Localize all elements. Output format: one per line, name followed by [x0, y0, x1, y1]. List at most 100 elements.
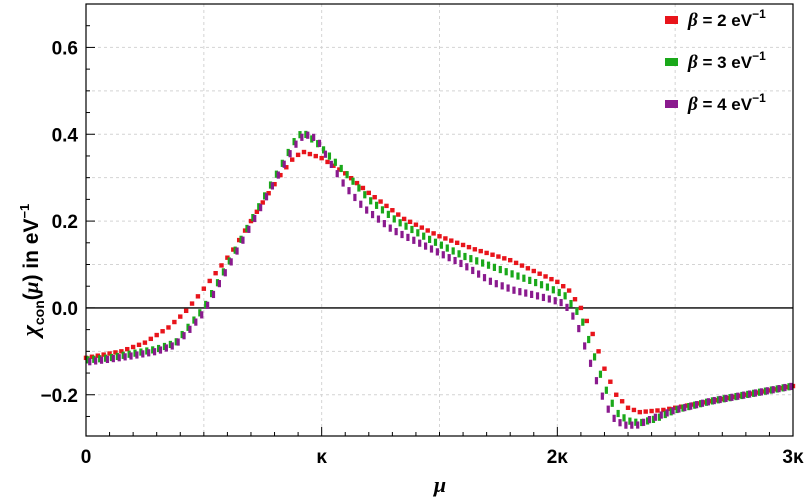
- data-point: [357, 184, 361, 192]
- data-point: [105, 355, 110, 364]
- data-point: [708, 399, 713, 404]
- data-point: [494, 280, 498, 288]
- data-point: [469, 255, 473, 263]
- data-point: [394, 228, 398, 236]
- data-point: [619, 399, 625, 404]
- data-point: [198, 309, 202, 317]
- data-point: [365, 206, 369, 214]
- data-point: [158, 346, 163, 354]
- data-point: [720, 396, 725, 402]
- data-point: [466, 244, 472, 250]
- data-point: [678, 404, 684, 409]
- data-point: [746, 390, 750, 399]
- data-point: [602, 366, 607, 371]
- data-point: [306, 131, 310, 139]
- data-point: [343, 171, 348, 176]
- data-point: [645, 417, 650, 425]
- data-point: [327, 152, 332, 160]
- data-point: [353, 193, 357, 202]
- data-point: [284, 165, 289, 170]
- data-point: [380, 206, 385, 214]
- data-point: [206, 301, 210, 309]
- data-point: [329, 160, 333, 168]
- data-point: [429, 245, 434, 253]
- data-point: [433, 238, 438, 246]
- data-point: [784, 384, 790, 390]
- data-point: [418, 239, 422, 247]
- data-point: [789, 382, 793, 391]
- series-layer: [83, 130, 796, 429]
- data-point: [590, 331, 595, 337]
- data-point: [522, 274, 526, 282]
- data-point: [543, 274, 548, 279]
- data-point: [210, 289, 214, 298]
- data-point: [606, 405, 610, 413]
- data-point: [465, 263, 469, 271]
- data-point: [347, 187, 351, 195]
- y-axis-subscript: con: [31, 300, 47, 325]
- data-point: [451, 247, 455, 255]
- data-point: [154, 332, 159, 338]
- data-point: [722, 395, 726, 403]
- data-point: [270, 182, 275, 190]
- data-point: [565, 303, 569, 311]
- data-point: [341, 179, 345, 187]
- data-point: [508, 257, 513, 263]
- data-point: [534, 278, 538, 287]
- x-tick-label: 0: [81, 447, 92, 468]
- data-point: [425, 228, 430, 233]
- data-point: [779, 386, 784, 391]
- data-point: [671, 407, 675, 415]
- data-point: [783, 383, 787, 392]
- data-point: [370, 210, 375, 219]
- data-point: [310, 135, 314, 143]
- data-point: [557, 288, 561, 297]
- data-point: [512, 286, 516, 294]
- data-point: [325, 159, 330, 165]
- data-point: [142, 340, 148, 345]
- data-point: [478, 248, 483, 254]
- data-point: [545, 283, 550, 291]
- data-point: [229, 258, 233, 266]
- data-point: [183, 308, 189, 314]
- data-point: [724, 394, 728, 403]
- data-point: [268, 181, 273, 189]
- data-point: [307, 151, 313, 157]
- data-point: [551, 286, 555, 294]
- data-point: [247, 225, 251, 233]
- data-point: [235, 247, 239, 255]
- data-point: [103, 354, 108, 362]
- legend: β = 2 eV−1 β = 3 eV−1 β = 4 eV−1: [665, 7, 766, 115]
- data-point: [115, 352, 119, 361]
- data-point: [672, 405, 678, 410]
- data-point: [182, 332, 186, 340]
- data-point: [630, 421, 634, 429]
- legend-label: β = 4 eV−1: [687, 91, 766, 115]
- data-point: [172, 319, 177, 325]
- data-point: [486, 261, 491, 269]
- data-point: [221, 268, 225, 276]
- legend-label: β = 2 eV−1: [687, 7, 766, 31]
- data-point: [555, 279, 560, 285]
- data-point: [186, 323, 190, 331]
- data-point: [608, 379, 613, 384]
- data-point: [454, 240, 460, 245]
- data-point: [101, 352, 106, 357]
- data-point: [147, 349, 151, 357]
- data-point: [386, 210, 390, 218]
- data-point: [392, 215, 396, 223]
- data-point: [614, 392, 619, 397]
- data-point: [290, 157, 295, 162]
- data-point: [133, 349, 137, 357]
- data-point: [600, 392, 604, 400]
- data-point: [333, 158, 337, 166]
- data-point: [655, 408, 660, 413]
- data-point: [207, 278, 212, 284]
- data-point: [583, 342, 587, 350]
- data-point: [740, 391, 744, 400]
- data-point: [286, 148, 290, 157]
- data-point: [170, 342, 174, 350]
- data-point: [460, 242, 466, 248]
- data-point: [260, 200, 265, 205]
- data-point: [641, 418, 646, 426]
